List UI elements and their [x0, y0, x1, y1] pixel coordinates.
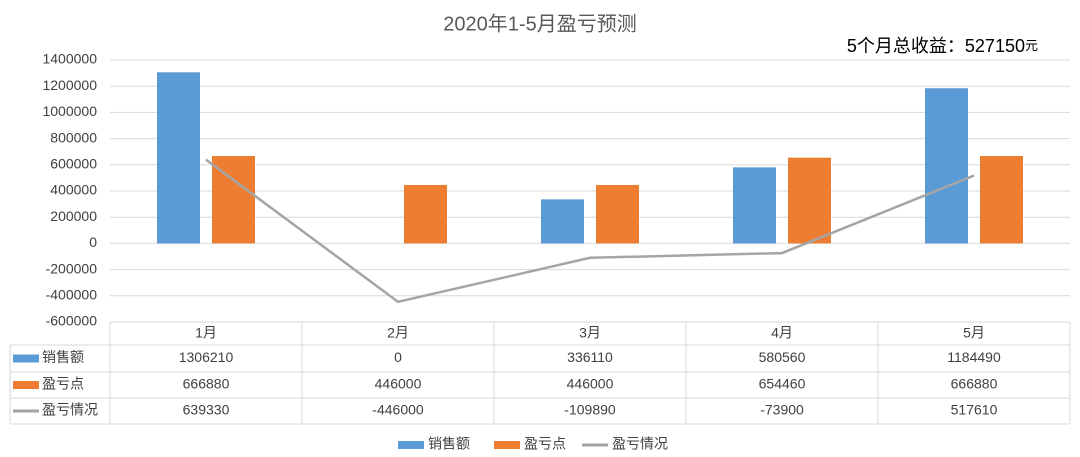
table-cell: 446000: [567, 376, 614, 392]
y-tick-label: 0: [89, 234, 97, 250]
table-cell: 517610: [951, 402, 998, 418]
annotation-label: 5个月总收益：: [847, 36, 965, 56]
table-legend-swatch: [13, 354, 39, 363]
legend-swatch: [494, 441, 520, 449]
table-row-label: 盈亏点: [42, 376, 84, 392]
annotation-value: 527150: [965, 36, 1025, 56]
table-cell: 666880: [183, 376, 230, 392]
y-tick-label: 1000000: [42, 103, 97, 119]
legend-label: 销售额: [428, 436, 470, 452]
y-tick-label: -600000: [46, 313, 98, 329]
table-cell: -109890: [564, 402, 616, 418]
legend-swatch: [398, 441, 424, 449]
y-tick-label: 800000: [50, 129, 97, 145]
table-row-label: 销售额: [42, 349, 84, 365]
table-cell: 1306210: [179, 349, 234, 365]
annotation-unit: 元: [1025, 38, 1038, 53]
table-cell: 446000: [375, 376, 422, 392]
y-tick-label: 400000: [50, 182, 97, 198]
annotation: 5个月总收益：527150元: [847, 36, 1038, 56]
y-tick-label: 600000: [50, 156, 97, 172]
table-cell: 666880: [951, 376, 998, 392]
table-cell: 639330: [183, 402, 230, 418]
legend-label: 盈亏点: [524, 436, 566, 452]
table-row-label: 盈亏情况: [42, 402, 98, 418]
x-tick-label: 2月: [387, 325, 409, 341]
table-cell: -446000: [372, 402, 424, 418]
x-tick-label: 5月: [963, 325, 985, 341]
bar: [980, 156, 1023, 244]
x-tick-label: 4月: [771, 325, 793, 341]
table-cell: 1184490: [947, 349, 1001, 365]
y-tick-label: 200000: [50, 208, 97, 224]
bar: [541, 199, 584, 244]
table-cell: 654460: [759, 376, 806, 392]
chart-title: 2020年1-5月盈亏预测: [443, 12, 636, 35]
bar: [157, 72, 200, 244]
legend-label: 盈亏情况: [612, 436, 668, 452]
table-legend-swatch: [13, 381, 39, 389]
bar: [788, 157, 831, 244]
table-cell: -73900: [760, 402, 804, 418]
bar: [596, 184, 639, 244]
y-tick-label: -200000: [46, 260, 98, 276]
y-tick-label: 1200000: [42, 77, 97, 93]
y-tick-label: 1400000: [42, 51, 97, 67]
table-cell: 0: [394, 349, 402, 365]
x-tick-label: 3月: [579, 325, 601, 341]
bar: [733, 167, 776, 244]
y-tick-label: -400000: [46, 287, 98, 303]
table-cell: 336110: [567, 349, 613, 365]
x-tick-label: 1月: [195, 325, 217, 341]
bar: [925, 88, 968, 244]
line-series: [205, 158, 975, 304]
bar: [404, 184, 447, 244]
table-cell: 580560: [759, 349, 806, 365]
